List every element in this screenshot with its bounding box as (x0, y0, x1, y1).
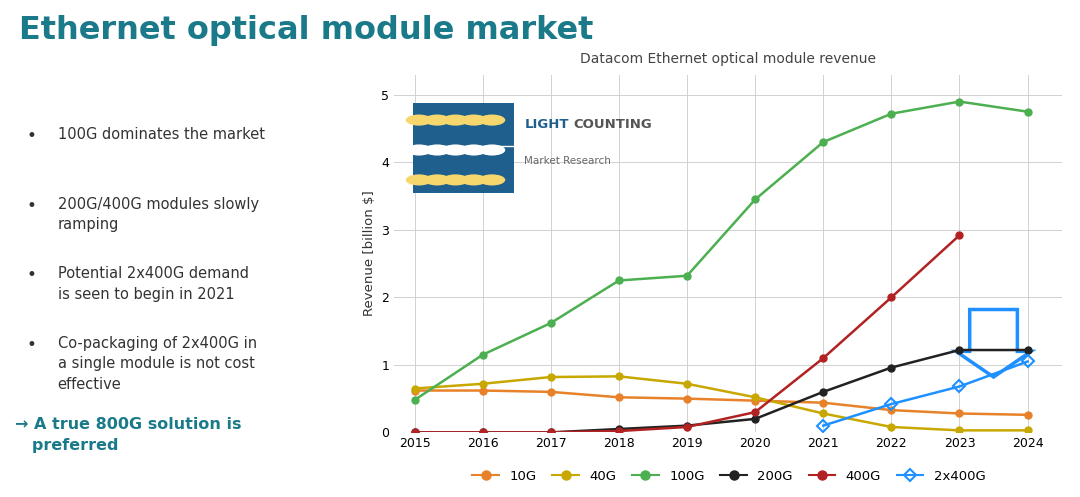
Text: •: • (27, 197, 37, 215)
Circle shape (406, 145, 432, 156)
Text: •: • (27, 336, 37, 354)
Text: 200G/400G modules slowly
ramping: 200G/400G modules slowly ramping (57, 197, 258, 232)
Y-axis label: Revenue [billion $]: Revenue [billion $] (363, 190, 376, 317)
Circle shape (406, 174, 432, 185)
Legend: 10G, 40G, 100G, 200G, 400G, 2x400G: 10G, 40G, 100G, 200G, 400G, 2x400G (468, 464, 990, 488)
Text: LIGHT: LIGHT (524, 118, 569, 131)
Text: Ethernet optical module market: Ethernet optical module market (19, 15, 594, 46)
Circle shape (443, 114, 469, 126)
Circle shape (406, 114, 432, 126)
Circle shape (424, 145, 450, 156)
Circle shape (460, 145, 487, 156)
Bar (413, 103, 514, 193)
Text: •: • (27, 266, 37, 284)
Text: Market Research: Market Research (524, 156, 611, 166)
Circle shape (478, 114, 505, 126)
Circle shape (478, 174, 505, 185)
Circle shape (460, 114, 487, 126)
Text: •: • (27, 127, 37, 145)
Text: COUNTING: COUNTING (573, 118, 652, 131)
Title: Datacom Ethernet optical module revenue: Datacom Ethernet optical module revenue (580, 53, 876, 67)
Circle shape (460, 174, 487, 185)
Circle shape (424, 114, 450, 126)
Circle shape (443, 145, 469, 156)
Text: Co-packaging of 2x400G in
a single module is not cost
effective: Co-packaging of 2x400G in a single modul… (57, 336, 257, 392)
Text: 100G dominates the market: 100G dominates the market (57, 127, 265, 142)
Circle shape (424, 174, 450, 185)
Circle shape (443, 174, 469, 185)
Text: Potential 2x400G demand
is seen to begin in 2021: Potential 2x400G demand is seen to begin… (57, 266, 248, 302)
Circle shape (478, 145, 505, 156)
Text: → A true 800G solution is
   preferred: → A true 800G solution is preferred (15, 417, 242, 453)
